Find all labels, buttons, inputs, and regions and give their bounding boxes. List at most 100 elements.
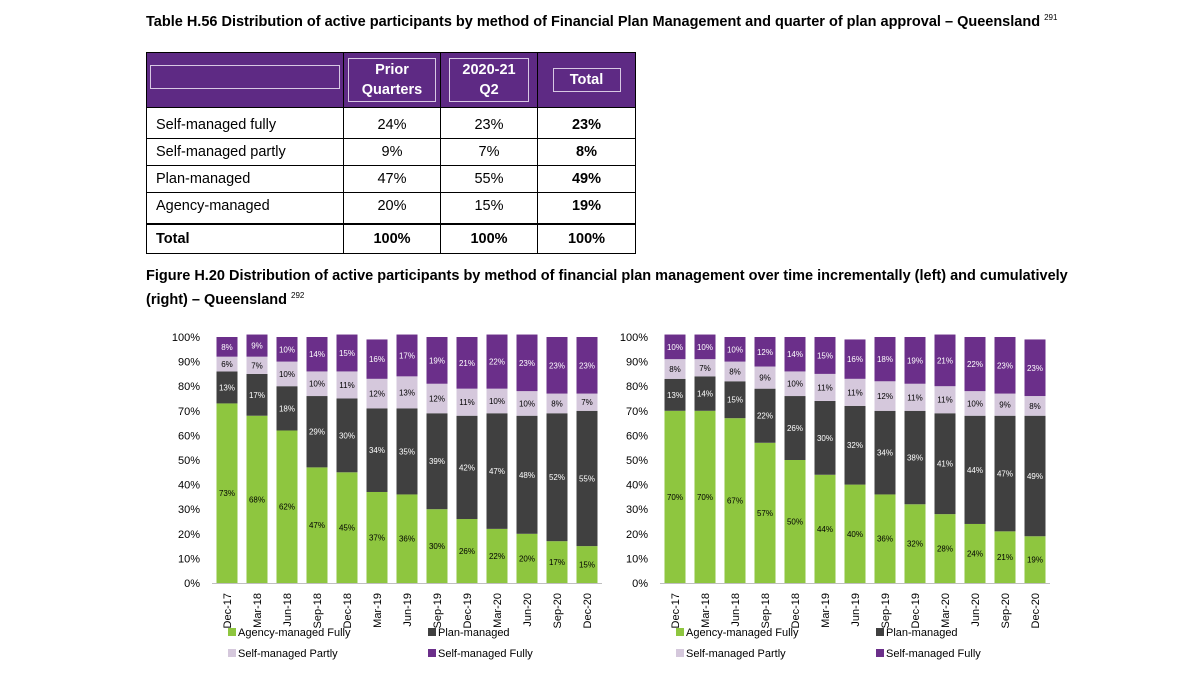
incremental-bar-3 [216, 337, 238, 357]
incremental-bar-1 [516, 415, 538, 534]
incremental-legend-swatch [228, 628, 236, 636]
cumulative-data-label: 36% [877, 535, 893, 544]
cumulative-data-label: 22% [967, 360, 983, 369]
x-tick-label: Jun-19 [850, 593, 862, 627]
incremental-bar-2 [486, 388, 508, 414]
incremental-bar-3 [426, 337, 448, 384]
y-tick-label: 100% [620, 332, 648, 344]
cumulative-legend-swatch [876, 649, 884, 657]
cumulative-data-label: 21% [937, 356, 953, 365]
incremental-bar-0 [246, 415, 268, 583]
cumulative-bar-1 [664, 378, 686, 411]
cumulative-data-label: 7% [699, 364, 711, 373]
cumulative-data-label: 11% [847, 388, 862, 397]
cumulative-bar-3 [664, 334, 686, 360]
cumulative-data-label: 41% [937, 460, 953, 469]
incremental-bar-1 [426, 413, 448, 510]
incremental-legend-swatch [428, 649, 436, 657]
incremental-data-label: 23% [519, 359, 535, 368]
header-prior-quarters-label: Prior Quarters [348, 58, 436, 102]
incremental-bar-1 [366, 408, 388, 492]
incremental-bar-1 [456, 415, 478, 520]
header-total: Total [537, 52, 636, 108]
cumulative-data-label: 23% [997, 361, 1013, 370]
incremental-legend-label: Agency-managed Fully [238, 627, 351, 639]
cumulative-data-label: 8% [729, 367, 741, 376]
cumulative-bar-0 [844, 484, 866, 583]
x-tick-label: Dec-18 [790, 593, 802, 628]
y-tick-label: 30% [178, 504, 200, 516]
x-tick-label: Dec-19 [462, 593, 474, 628]
cumulative-bar-1 [754, 388, 776, 443]
cumulative-data-label: 34% [877, 449, 893, 458]
x-tick-label: Jun-19 [402, 593, 414, 627]
cumulative-bar-1 [874, 410, 896, 495]
incremental-data-label: 23% [579, 361, 595, 370]
cumulative-data-label: 8% [669, 365, 681, 374]
cumulative-data-label: 70% [667, 493, 683, 502]
x-tick-label: Dec-17 [222, 593, 234, 628]
x-tick-label: Sep-18 [760, 593, 772, 628]
figure-caption: Figure H.20 Distribution of active parti… [146, 267, 1106, 310]
cumulative-data-label: 50% [787, 518, 803, 527]
y-tick-label: 10% [178, 553, 200, 565]
cumulative-data-label: 21% [997, 553, 1013, 562]
incremental-data-label: 20% [519, 554, 535, 563]
incremental-data-label: 19% [429, 356, 445, 365]
x-tick-label: Dec-20 [1030, 593, 1042, 628]
y-tick-label: 0% [184, 578, 200, 590]
header-blank-cell [146, 52, 344, 108]
x-tick-label: Dec-18 [342, 593, 354, 628]
cumulative-bar-2 [904, 383, 926, 411]
table-header-row: Prior Quarters 2020-21 Q2 Total [146, 52, 636, 108]
cumulative-bar-0 [784, 460, 806, 583]
cumulative-bar-2 [694, 359, 716, 377]
cumulative-bar-1 [904, 410, 926, 505]
cumulative-bar-3 [814, 337, 836, 374]
incremental-data-label: 45% [339, 524, 355, 533]
distribution-table: Prior Quarters 2020-21 Q2 Total Self-man… [146, 52, 636, 254]
incremental-data-label: 10% [489, 397, 505, 406]
header-total-label: Total [552, 68, 621, 92]
incremental-legend-label: Self-managed Partly [238, 648, 338, 660]
cumulative-data-label: 19% [1027, 556, 1043, 565]
incremental-data-label: 52% [549, 473, 565, 482]
row-label: Self-managed fully [146, 107, 344, 139]
table-caption-text: Table H.56 Distribution of active partic… [146, 13, 1041, 30]
incremental-bar-3 [336, 334, 358, 372]
incremental-data-label: 7% [581, 398, 593, 407]
cumulative-bar-2 [874, 381, 896, 411]
cumulative-bar-2 [814, 373, 836, 401]
y-tick-label: 100% [172, 332, 200, 344]
incremental-data-label: 30% [339, 431, 355, 440]
cumulative-data-label: 10% [787, 380, 803, 389]
incremental-data-label: 12% [429, 395, 445, 404]
cumulative-legend-label: Agency-managed Fully [686, 627, 799, 639]
cumulative-data-label: 67% [727, 497, 743, 506]
incremental-chart: 0% 10% 20% 30% 40% 50% 60% 70% 80% 90% 100% 73% 13% 6… [172, 332, 602, 660]
incremental-bar-2 [246, 356, 268, 374]
cumulative-data-label: 10% [697, 343, 713, 352]
x-tick-label: Dec-17 [670, 593, 682, 628]
incremental-data-label: 22% [489, 358, 505, 367]
cumulative-data-label: 28% [937, 545, 953, 554]
incremental-data-label: 15% [579, 561, 595, 570]
cumulative-bar-3 [694, 334, 716, 360]
figure-caption-text: Figure H.20 Distribution of active parti… [146, 268, 1068, 308]
cell-prior: 9% [343, 138, 441, 166]
table-row: Self-managed fully 24% 23% 23% [146, 107, 636, 139]
y-tick-label: 70% [626, 406, 648, 418]
incremental-bar-1 [546, 413, 568, 542]
incremental-data-label: 10% [279, 370, 295, 379]
x-tick-label: Dec-20 [582, 593, 594, 628]
cumulative-bar-3 [844, 339, 866, 379]
y-tick-label: 60% [626, 430, 648, 442]
incremental-legend-swatch [428, 628, 436, 636]
x-tick-label: Jun-18 [730, 593, 742, 627]
incremental-data-label: 8% [221, 343, 233, 352]
x-tick-label: Mar-20 [492, 593, 504, 628]
incremental-bar-2 [456, 388, 478, 416]
cumulative-bar-3 [904, 337, 926, 384]
cumulative-bar-1 [694, 376, 716, 411]
incremental-data-label: 17% [249, 391, 265, 400]
